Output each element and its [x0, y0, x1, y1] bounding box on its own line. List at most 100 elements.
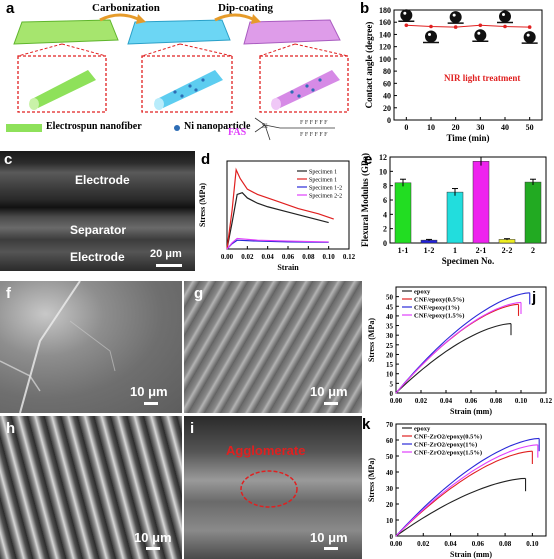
mat-blue — [127, 19, 231, 45]
x-tick-label: 0.02 — [415, 397, 428, 405]
sem-c-separator: Separator — [70, 223, 127, 237]
y-tick-label: 40 — [383, 92, 391, 101]
y-tick-label: 45 — [386, 303, 394, 311]
x-tick-label: 10 — [427, 123, 435, 132]
y-tick-label: 70 — [386, 421, 394, 429]
y-axis-label: Stress (MPa) — [198, 183, 207, 227]
svg-text:F F F F F F: F F F F F F — [300, 132, 328, 138]
droplet-icon — [447, 11, 464, 24]
series-line — [395, 450, 533, 537]
droplet-body — [400, 9, 413, 22]
droplet-body — [474, 29, 487, 42]
y-tick-label: 160 — [379, 18, 391, 27]
sem-image-g — [184, 281, 362, 413]
series-line — [395, 323, 512, 394]
chart-k: 0.00 0.02 0.04 0.06 0.08 0.10 0 10 20 30 40 50 60 70 S… — [367, 421, 547, 559]
legend-label: CNF/epoxy(1%) — [414, 305, 460, 312]
scale-bar-g — [324, 402, 338, 405]
legend-label: epoxy — [414, 426, 431, 433]
sem-c-scale: 20 μm — [150, 248, 182, 260]
data-point — [503, 24, 507, 29]
mat-purple — [243, 19, 341, 45]
y-tick-label: 80 — [383, 67, 391, 76]
x-tick-label: 1-1 — [398, 246, 409, 255]
x-tick-label: 0.02 — [417, 540, 430, 548]
x-tick-label: 0.06 — [472, 540, 485, 548]
y-tick-label: 15 — [386, 361, 394, 369]
y-tick-label: 10 — [379, 167, 387, 176]
fiber-purple — [272, 70, 340, 108]
panel-i: i Agglomerate 10 μm — [184, 416, 362, 559]
scale-bar-f — [144, 402, 158, 405]
x-tick-label: 2 — [531, 246, 535, 255]
sem-c-electrode-top: Electrode — [75, 173, 130, 187]
droplet-highlight — [452, 13, 456, 17]
y-tick-label: 4 — [383, 210, 387, 219]
x-tick-label: 50 — [526, 123, 534, 132]
series-line — [226, 167, 334, 250]
y-tick-label: 20 — [386, 501, 394, 509]
y-tick-label: 35 — [386, 323, 394, 331]
legend-fiber-swatch — [6, 124, 42, 132]
x-tick-label: 20 — [452, 123, 460, 132]
y-axis-label: Stress (MPa) — [367, 318, 376, 362]
legend-label: Specimen 1 — [309, 178, 337, 184]
x-tick-label: 0.04 — [262, 253, 275, 261]
schematic-a: F F F F F F F F F F F F Si — [6, 13, 349, 141]
x-tick-label: 2-2 — [502, 246, 513, 255]
droplet-icon — [472, 29, 489, 43]
y-tick-label: 5 — [390, 380, 394, 388]
legend-label: Specimen 1-2 — [309, 186, 342, 192]
bar — [446, 191, 464, 244]
scale-bar-i — [324, 547, 338, 550]
x-tick-label: 0.12 — [343, 253, 356, 261]
x-tick-label: 0.04 — [440, 397, 453, 405]
plot-frame — [389, 156, 547, 244]
panel-e-label: e — [364, 151, 373, 168]
y-tick-label: 25 — [386, 342, 394, 350]
x-axis-label: Specimen No. — [442, 256, 495, 266]
y-tick-label: 0 — [390, 533, 394, 541]
y-tick-label: 100 — [379, 55, 391, 64]
fiber-blue — [155, 70, 223, 108]
x-axis-label: Strain — [277, 263, 299, 271]
data-point — [429, 24, 433, 29]
sem-image-f — [0, 281, 182, 413]
droplet-highlight — [403, 11, 407, 15]
sem-image-h — [0, 416, 182, 559]
droplet-body — [499, 10, 511, 23]
y-tick-label: 0 — [383, 239, 387, 248]
droplet-highlight — [526, 33, 530, 37]
data-point — [404, 23, 409, 28]
y-tick-label: 60 — [383, 79, 391, 88]
series-line — [226, 191, 329, 250]
legend-ni-dot — [174, 125, 180, 131]
y-tick-label: 120 — [379, 43, 391, 52]
sem-image-c — [0, 151, 195, 271]
panel-g-label: g — [194, 285, 204, 302]
x-tick-label: 2-1 — [476, 246, 487, 255]
y-tick-label: 180 — [379, 6, 391, 15]
droplet-icon — [398, 9, 415, 23]
panel-c-label: c — [4, 151, 13, 168]
y-axis-label: Contact angle (degree) — [364, 22, 374, 109]
y-axis-label: Flexural Modulus (GPa) — [360, 153, 370, 247]
x-tick-label: 0.10 — [526, 540, 539, 548]
y-tick-label: 30 — [386, 485, 394, 493]
arrow-carbonization — [99, 13, 141, 22]
x-tick-label: 1-2 — [424, 246, 435, 255]
x-tick-label: 0.00 — [390, 397, 403, 405]
sem-h-scale: 10 μm — [134, 530, 172, 545]
y-tick-label: 140 — [379, 30, 391, 39]
series-line — [395, 477, 526, 537]
svg-text:Si: Si — [262, 122, 268, 130]
legend-label: CNF-ZrO2/epoxy(0.5%) — [414, 434, 482, 441]
fas-label: FAS — [228, 127, 247, 138]
series-line — [226, 237, 329, 250]
arrow1-label: Carbonization — [92, 2, 160, 14]
legend-fiber-label: Electrospun nanofiber — [46, 121, 142, 132]
legend-ni-label: Ni nanoparticle — [184, 121, 251, 132]
x-tick-label: 30 — [476, 123, 484, 132]
x-tick-label: 1 — [453, 246, 457, 255]
